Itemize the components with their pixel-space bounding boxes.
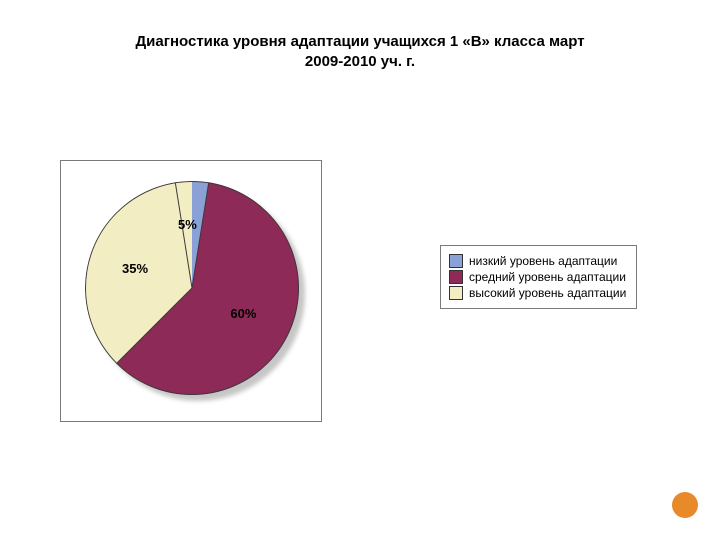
legend-label-high: высокий уровень адаптации — [469, 286, 626, 300]
legend-item-high: высокий уровень адаптации — [449, 286, 626, 300]
pie-wrap: 5% 60% 35% — [85, 181, 299, 395]
datalabel-low: 5% — [178, 217, 197, 232]
datalabel-high: 35% — [122, 261, 148, 276]
corner-accent-dot — [672, 492, 698, 518]
slide-title: Диагностика уровня адаптации учащихся 1 … — [0, 32, 720, 73]
legend-item-medium: средний уровень адаптации — [449, 270, 626, 284]
slide: Диагностика уровня адаптации учащихся 1 … — [0, 0, 720, 540]
legend-label-low: низкий уровень адаптации — [469, 254, 617, 268]
pie-slice-borders — [85, 181, 299, 395]
title-line-1: Диагностика уровня адаптации учащихся 1 … — [135, 33, 584, 50]
datalabel-medium: 60% — [230, 306, 256, 321]
legend-item-low: низкий уровень адаптации — [449, 254, 626, 268]
legend: низкий уровень адаптации средний уровень… — [440, 245, 637, 309]
title-line-2: 2009-2010 уч. г. — [305, 53, 415, 70]
pie-chart-container: 5% 60% 35% — [60, 160, 322, 422]
legend-swatch-low — [449, 254, 463, 268]
legend-label-medium: средний уровень адаптации — [469, 270, 626, 284]
legend-swatch-medium — [449, 270, 463, 284]
legend-swatch-high — [449, 286, 463, 300]
